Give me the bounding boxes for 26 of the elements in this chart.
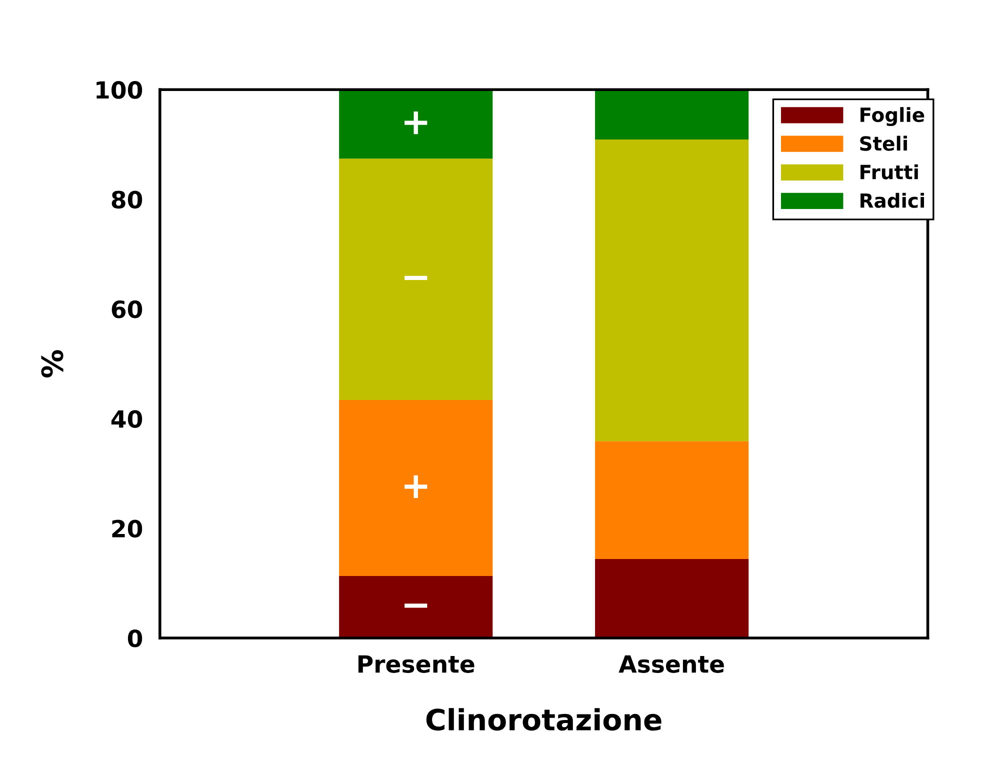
bar: [339, 90, 493, 159]
y-tick-label: 100: [96, 81, 142, 99]
y-tick-label: 60: [112, 300, 142, 318]
x-tick-label: Assente: [618, 655, 724, 673]
bar: [595, 441, 749, 560]
y-tick-label: 0: [128, 629, 142, 648]
bar: [595, 90, 749, 140]
y-axis-title: %: [41, 350, 64, 378]
annotation: +: [404, 111, 428, 134]
x-axis-title: Clinorotazione: [426, 708, 662, 731]
y-tick-label: 20: [112, 520, 142, 538]
annotation: −: [404, 276, 428, 280]
bar: [595, 139, 749, 442]
legend-label: Steli: [860, 136, 907, 151]
legend-label: Foglie: [860, 107, 924, 126]
bar: [339, 576, 493, 638]
bar: [595, 559, 749, 638]
y-tick-label: 40: [111, 410, 142, 428]
legend-label: Frutti: [860, 164, 918, 180]
bar: [339, 400, 493, 576]
bar: [339, 158, 493, 400]
x-tick-label: Presente: [358, 655, 474, 673]
annotation: −: [404, 604, 428, 608]
legend-label: Radici: [860, 192, 924, 208]
annotation: +: [404, 475, 428, 498]
y-tick-label: 80: [112, 190, 142, 209]
